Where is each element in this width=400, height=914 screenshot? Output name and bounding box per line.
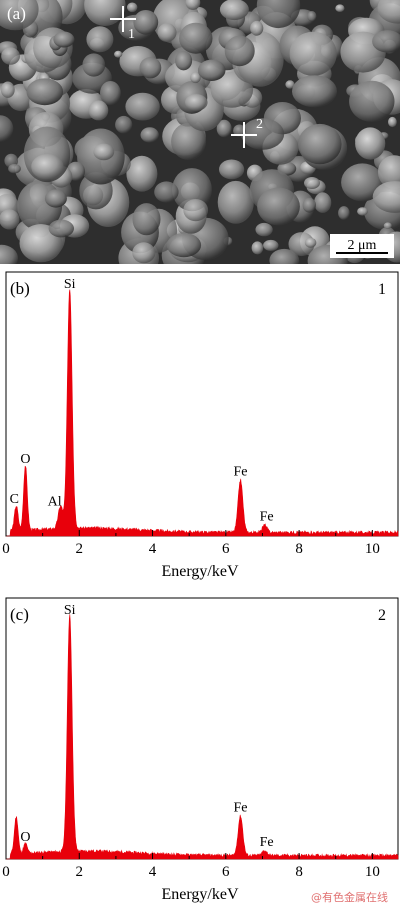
x-tick-label: 10 xyxy=(365,864,380,880)
x-tick-label: 4 xyxy=(149,864,157,880)
sem-particle xyxy=(179,23,212,54)
peak-label-o: O xyxy=(20,452,30,467)
peak-label-si: Si xyxy=(64,603,76,618)
sem-particle xyxy=(82,53,105,76)
sem-particle xyxy=(335,4,344,12)
x-tick-label: 6 xyxy=(222,864,230,880)
sem-particle xyxy=(45,189,67,207)
spectrum-series xyxy=(6,290,398,536)
sem-particle xyxy=(198,60,226,81)
sem-particle xyxy=(349,81,394,122)
sem-particle xyxy=(27,78,64,105)
watermark: @有色金属在线 xyxy=(311,889,388,905)
peak-label-c: C xyxy=(10,492,19,507)
x-tick-label: 0 xyxy=(2,864,10,880)
spectrum-number: 1 xyxy=(378,281,386,298)
panel-label-a: (a) xyxy=(7,4,26,24)
sem-particle xyxy=(263,240,278,251)
sem-particle xyxy=(167,233,201,257)
peak-label-o: O xyxy=(20,830,30,845)
x-axis-label: Energy/keV xyxy=(161,886,238,903)
sem-particle xyxy=(256,223,273,236)
sem-particle xyxy=(185,94,208,111)
sem-particle xyxy=(290,32,337,76)
x-tick-label: 8 xyxy=(295,541,303,557)
sem-particle xyxy=(304,177,320,189)
sem-particle xyxy=(292,75,337,107)
sem-particle xyxy=(114,51,122,58)
sem-particle xyxy=(132,242,155,263)
peak-label-fe: Fe xyxy=(260,510,274,525)
sem-particle xyxy=(175,51,192,70)
sem-particle xyxy=(1,82,15,98)
sem-particle xyxy=(183,199,208,221)
peak-label-al: Al xyxy=(48,495,62,510)
x-tick-label: 8 xyxy=(295,864,303,880)
eds-chart-c-svg: O Si Fe Fe 0 2 4 6 8 10 Energy/keV (c) 2 xyxy=(0,592,400,909)
sem-particle xyxy=(305,238,316,248)
peak-label-fe: Fe xyxy=(260,835,274,850)
x-tick-label: 2 xyxy=(76,541,84,557)
sem-particle xyxy=(141,127,159,142)
sem-particle xyxy=(1,47,20,64)
scale-bar: 2 μm xyxy=(330,234,394,258)
scale-bar-label: 2 μm xyxy=(348,238,377,253)
sem-particle xyxy=(250,21,263,36)
x-tick-label: 0 xyxy=(2,541,10,557)
sem-particle xyxy=(225,36,255,67)
sem-particle xyxy=(388,117,397,127)
sem-particle xyxy=(127,3,137,13)
sem-particle xyxy=(125,93,159,121)
sem-particle xyxy=(307,11,316,22)
x-tick-label: 6 xyxy=(222,541,230,557)
sem-particle xyxy=(133,10,158,35)
sem-particle xyxy=(218,181,254,224)
sem-particle xyxy=(257,188,300,226)
sem-particle xyxy=(8,164,21,174)
sem-particle xyxy=(0,209,20,229)
x-axis-label: Energy/keV xyxy=(161,563,238,580)
peak-label-fe: Fe xyxy=(234,465,248,480)
sem-particle xyxy=(298,124,342,164)
sem-particle xyxy=(86,26,113,52)
panel-label: (b) xyxy=(10,279,30,298)
sem-particle xyxy=(140,57,162,78)
sem-particle xyxy=(133,203,161,235)
sem-particle xyxy=(355,127,385,159)
marker-1-label: 1 xyxy=(128,27,135,42)
panel-label: (c) xyxy=(10,605,29,624)
sem-particle xyxy=(303,198,316,213)
x-tick-label: 2 xyxy=(76,864,84,880)
sem-particle xyxy=(89,100,109,120)
spectrum-number: 2 xyxy=(378,607,386,624)
sem-particle xyxy=(357,207,368,215)
sem-particle xyxy=(49,220,74,238)
sem-particle xyxy=(115,116,132,134)
sem-particle xyxy=(31,154,63,180)
sem-particle xyxy=(126,156,157,192)
x-tick-label: 4 xyxy=(149,541,157,557)
sem-particle xyxy=(93,144,114,161)
sem-particle xyxy=(154,181,178,202)
peak-label-fe: Fe xyxy=(234,801,248,816)
sem-particle xyxy=(53,32,74,48)
x-tick-label: 10 xyxy=(365,541,380,557)
sem-particle xyxy=(338,206,350,220)
eds-chart-b: C O Al Si Fe Fe 0 2 4 6 8 10 Energy/keV (b) 1 xyxy=(0,266,400,586)
sem-micrograph: 1 2 2 μm (a) xyxy=(0,0,400,264)
eds-chart-b-svg: C O Al Si Fe Fe 0 2 4 6 8 10 Energy/keV (b) 1 xyxy=(0,266,400,586)
sem-particle xyxy=(314,192,331,213)
eds-chart-c: O Si Fe Fe 0 2 4 6 8 10 Energy/keV (c) 2 xyxy=(0,592,400,909)
sem-particle xyxy=(100,81,121,105)
spectrum-series xyxy=(6,614,398,859)
sem-particle xyxy=(252,241,264,254)
sem-particle xyxy=(384,222,392,228)
marker-2-label: 2 xyxy=(256,117,263,132)
peak-label-si: Si xyxy=(64,277,76,292)
sem-particle xyxy=(219,160,244,180)
sem-image: 1 2 2 μm xyxy=(0,0,400,264)
sem-particle xyxy=(158,23,177,42)
